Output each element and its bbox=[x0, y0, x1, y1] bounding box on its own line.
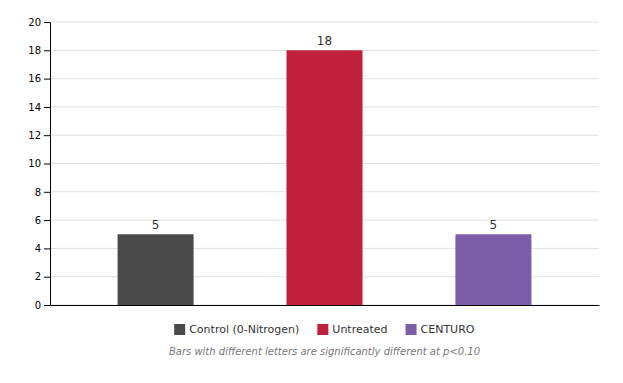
y-tick: 18 bbox=[28, 45, 50, 56]
y-tick-label: 16 bbox=[28, 73, 41, 84]
y-tick-mark bbox=[44, 277, 50, 278]
data-labels: 5 18 5 bbox=[152, 34, 497, 232]
y-tick-mark bbox=[44, 248, 50, 249]
y-tick: 4 bbox=[35, 243, 50, 254]
y-tick-mark bbox=[44, 305, 50, 306]
y-tick-label: 14 bbox=[28, 102, 41, 113]
legend-swatch bbox=[174, 324, 185, 335]
x-axis-line bbox=[51, 305, 600, 306]
y-tick-label: 10 bbox=[28, 158, 41, 169]
y-axis: 0 2 4 6 8 10 12 14 16 18 20 bbox=[28, 17, 50, 311]
y-tick: 12 bbox=[28, 130, 50, 141]
legend-item: Untreated bbox=[317, 323, 387, 336]
data-label: 5 bbox=[490, 218, 498, 232]
bar bbox=[286, 50, 362, 305]
y-tick-mark bbox=[44, 107, 50, 108]
y-tick-mark bbox=[44, 22, 50, 23]
footnote: Bars with different letters are signific… bbox=[169, 346, 480, 357]
y-tick: 16 bbox=[28, 73, 50, 84]
data-label: 18 bbox=[317, 34, 332, 48]
data-label: 5 bbox=[152, 218, 160, 232]
bars bbox=[118, 50, 532, 305]
legend-swatch bbox=[317, 324, 328, 335]
y-tick-mark bbox=[44, 79, 50, 80]
y-tick-label: 6 bbox=[35, 215, 41, 226]
legend-swatch bbox=[406, 324, 417, 335]
y-tick: 8 bbox=[35, 187, 50, 198]
legend-label: Control (0-Nitrogen) bbox=[189, 323, 299, 336]
y-tick-mark bbox=[44, 192, 50, 193]
legend-label: CENTURO bbox=[421, 323, 475, 336]
y-tick: 14 bbox=[28, 102, 50, 113]
legend-label: Untreated bbox=[332, 323, 387, 336]
y-tick-label: 0 bbox=[35, 300, 41, 311]
y-tick: 2 bbox=[35, 271, 50, 282]
chart-container: 0 2 4 6 8 10 12 14 16 18 20 5 18 5 Control (0-Nitrogen… bbox=[0, 0, 623, 383]
y-tick-label: 2 bbox=[35, 271, 41, 282]
y-tick-mark bbox=[44, 135, 50, 136]
y-tick-mark bbox=[44, 220, 50, 221]
y-tick-label: 18 bbox=[28, 45, 41, 56]
bar bbox=[455, 234, 531, 305]
legend-item: Control (0-Nitrogen) bbox=[174, 323, 299, 336]
y-tick-label: 4 bbox=[35, 243, 41, 254]
y-axis-line bbox=[44, 23, 51, 306]
y-tick-label: 20 bbox=[28, 17, 41, 28]
y-tick-label: 12 bbox=[28, 130, 41, 141]
y-tick: 10 bbox=[28, 158, 50, 169]
chart-svg: 0 2 4 6 8 10 12 14 16 18 20 5 18 5 Control (0-Nitrogen… bbox=[0, 0, 623, 383]
y-tick: 6 bbox=[35, 215, 50, 226]
y-tick: 20 bbox=[28, 17, 50, 28]
legend: Control (0-Nitrogen) Untreated CENTURO bbox=[174, 323, 475, 336]
grid bbox=[50, 22, 599, 305]
bar bbox=[118, 234, 194, 305]
annotations: Bars with different letters are signific… bbox=[169, 346, 480, 357]
y-tick-label: 8 bbox=[35, 187, 41, 198]
y-tick-mark bbox=[44, 50, 50, 51]
grid-line bbox=[50, 22, 599, 23]
y-tick: 0 bbox=[35, 300, 50, 311]
plot-area: 0 2 4 6 8 10 12 14 16 18 20 5 18 5 bbox=[28, 17, 599, 311]
y-tick-mark bbox=[44, 164, 50, 165]
legend-item: CENTURO bbox=[406, 323, 475, 336]
x-axis bbox=[51, 305, 600, 306]
